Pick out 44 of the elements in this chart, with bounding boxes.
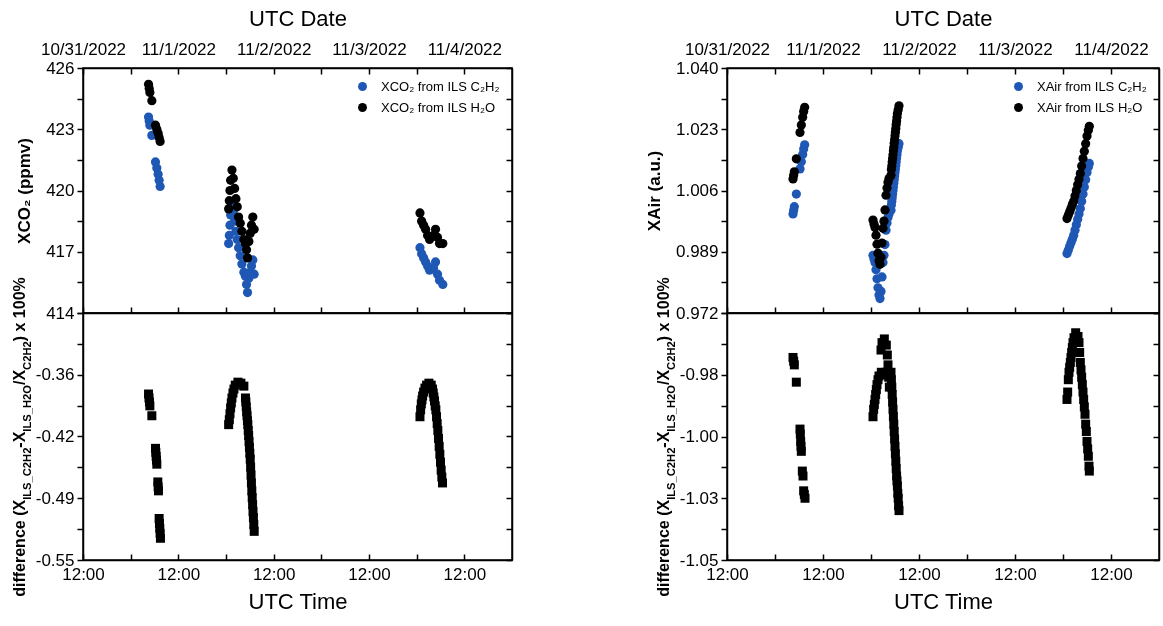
y-tick-label: 1.006 [675,181,719,200]
x-tick-label: 12:00 [1090,564,1133,584]
y-tick-label: -0.42 [35,427,75,446]
x-tick-label: 12:00 [443,564,487,584]
x-axis-title: UTC Date [894,5,993,31]
y-tick-label: 0.972 [675,303,719,323]
x-tick-label: 11/4/2022 [427,39,503,59]
y-tick-label: -0.36 [35,365,75,385]
x-tick-label: 11/4/2022 [1074,39,1149,59]
y-tick-label: -1.00 [679,427,719,446]
x-axis-title: UTC Time [894,588,993,614]
y-tick-label: 0.989 [675,242,719,262]
y-tick-label: -0.98 [679,365,719,385]
y-tick-label: 1.040 [675,58,719,78]
y-tick-label: 420 [46,181,75,200]
x-tick-label: 11/3/2022 [978,39,1053,59]
x-axis-title: UTC Date [249,5,347,31]
x-tick-label: 12:00 [252,564,296,584]
x-tick-label: 12:00 [348,564,391,584]
x-tick-label: 12:00 [898,564,941,584]
y-tick-label: -0.49 [35,488,75,508]
legend-label: XAir from ILS C₂H₂ [1037,78,1147,94]
x-tick-label: 12:00 [157,564,201,584]
legend-label: XCO₂ from ILS C₂H₂ [381,78,500,94]
x-tick-label: 12:00 [994,564,1037,584]
x-tick-label: 10/31/2022 [40,39,127,59]
y-tick-label: 414 [46,303,75,323]
x-tick-label: 12:00 [802,564,845,584]
y-tick-label: 1.023 [675,119,719,139]
y-tick-label: 426 [46,58,75,78]
x-tick-label: 11/1/2022 [786,39,861,59]
x-axis-title: UTC Time [248,588,348,614]
legend-label: XCO₂ from ILS H₂O [381,99,496,115]
x-tick-label: 10/31/2022 [684,39,771,59]
x-tick-label: 11/3/2022 [332,39,407,59]
x-tick-label: 11/1/2022 [141,39,217,59]
y-axis-title: XAir (a.u.) [644,150,664,232]
y-tick-label: -1.03 [679,488,719,508]
legend-label: XAir from ILS H₂O [1037,99,1143,115]
y-axis-title: XCO₂ (ppmv) [15,138,35,244]
x-tick-label: 11/2/2022 [882,39,957,59]
y-tick-label: 423 [46,119,75,139]
x-tick-label: 11/2/2022 [236,39,312,59]
y-tick-label: 417 [46,242,75,262]
